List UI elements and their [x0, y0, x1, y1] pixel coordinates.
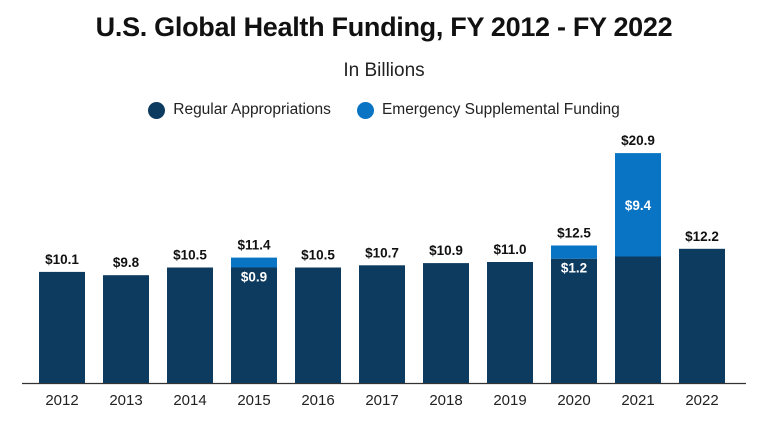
total-label-2018: $10.9 [429, 243, 463, 258]
total-label-2015: $11.4 [237, 238, 271, 253]
x-tick-label-2020: 2020 [557, 392, 590, 409]
segment-label-2021: $9.4 [625, 198, 652, 213]
total-label-2013: $9.8 [113, 255, 140, 270]
bar-regular-2017 [359, 265, 405, 383]
x-tick-label-2015: 2015 [237, 392, 270, 409]
x-tick-label-2019: 2019 [493, 392, 526, 409]
bar-regular-2014 [167, 267, 213, 383]
legend-item-regular: Regular Appropriations [148, 101, 331, 119]
total-label-2016: $10.5 [301, 248, 335, 263]
total-label-2017: $10.7 [365, 245, 399, 260]
bar-regular-2021 [615, 256, 661, 383]
chart-subtitle: In Billions [343, 60, 425, 81]
x-tick-label-2014: 2014 [173, 392, 206, 409]
total-label-2012: $10.1 [45, 252, 79, 267]
legend: Regular Appropriations Emergency Supplem… [0, 101, 768, 119]
segment-label-2015: $0.9 [241, 270, 267, 285]
bar-regular-2016 [295, 267, 341, 383]
legend-label-emergency: Emergency Supplemental Funding [381, 101, 620, 118]
bar-emergency-2015 [231, 257, 277, 268]
x-tick-label-2022: 2022 [685, 392, 718, 409]
total-label-2022: $12.2 [685, 229, 719, 244]
bar-regular-2012 [39, 271, 85, 383]
total-label-2021: $20.9 [621, 133, 655, 148]
x-tick-label-2021: 2021 [621, 392, 654, 409]
legend-item-emergency: Emergency Supplemental Funding [356, 101, 620, 119]
bar-regular-2020 [551, 258, 597, 383]
x-tick-label-2012: 2012 [45, 392, 78, 409]
total-label-2019: $11.0 [493, 242, 526, 257]
bar-regular-2015 [231, 267, 277, 383]
segment-label-2020: $1.2 [561, 261, 587, 276]
x-tick-label-2016: 2016 [301, 392, 334, 409]
bar-regular-2022 [679, 248, 725, 383]
x-tick-label-2018: 2018 [429, 392, 462, 409]
legend-label-regular: Regular Appropriations [173, 101, 331, 118]
x-tick-label-2013: 2013 [109, 392, 142, 409]
bar-emergency-2021 [615, 153, 661, 257]
chart-title: U.S. Global Health Funding, FY 2012 - FY… [95, 12, 673, 42]
bar-regular-2013 [103, 275, 149, 383]
bar-emergency-2020 [551, 245, 597, 259]
legend-swatch-emergency [356, 101, 374, 119]
total-label-2014: $10.5 [173, 248, 207, 263]
bar-regular-2018 [423, 263, 469, 383]
bar-regular-2019 [487, 262, 533, 383]
x-tick-label-2017: 2017 [365, 392, 398, 409]
legend-swatch-regular [148, 101, 166, 119]
total-label-2020: $12.5 [557, 226, 591, 241]
